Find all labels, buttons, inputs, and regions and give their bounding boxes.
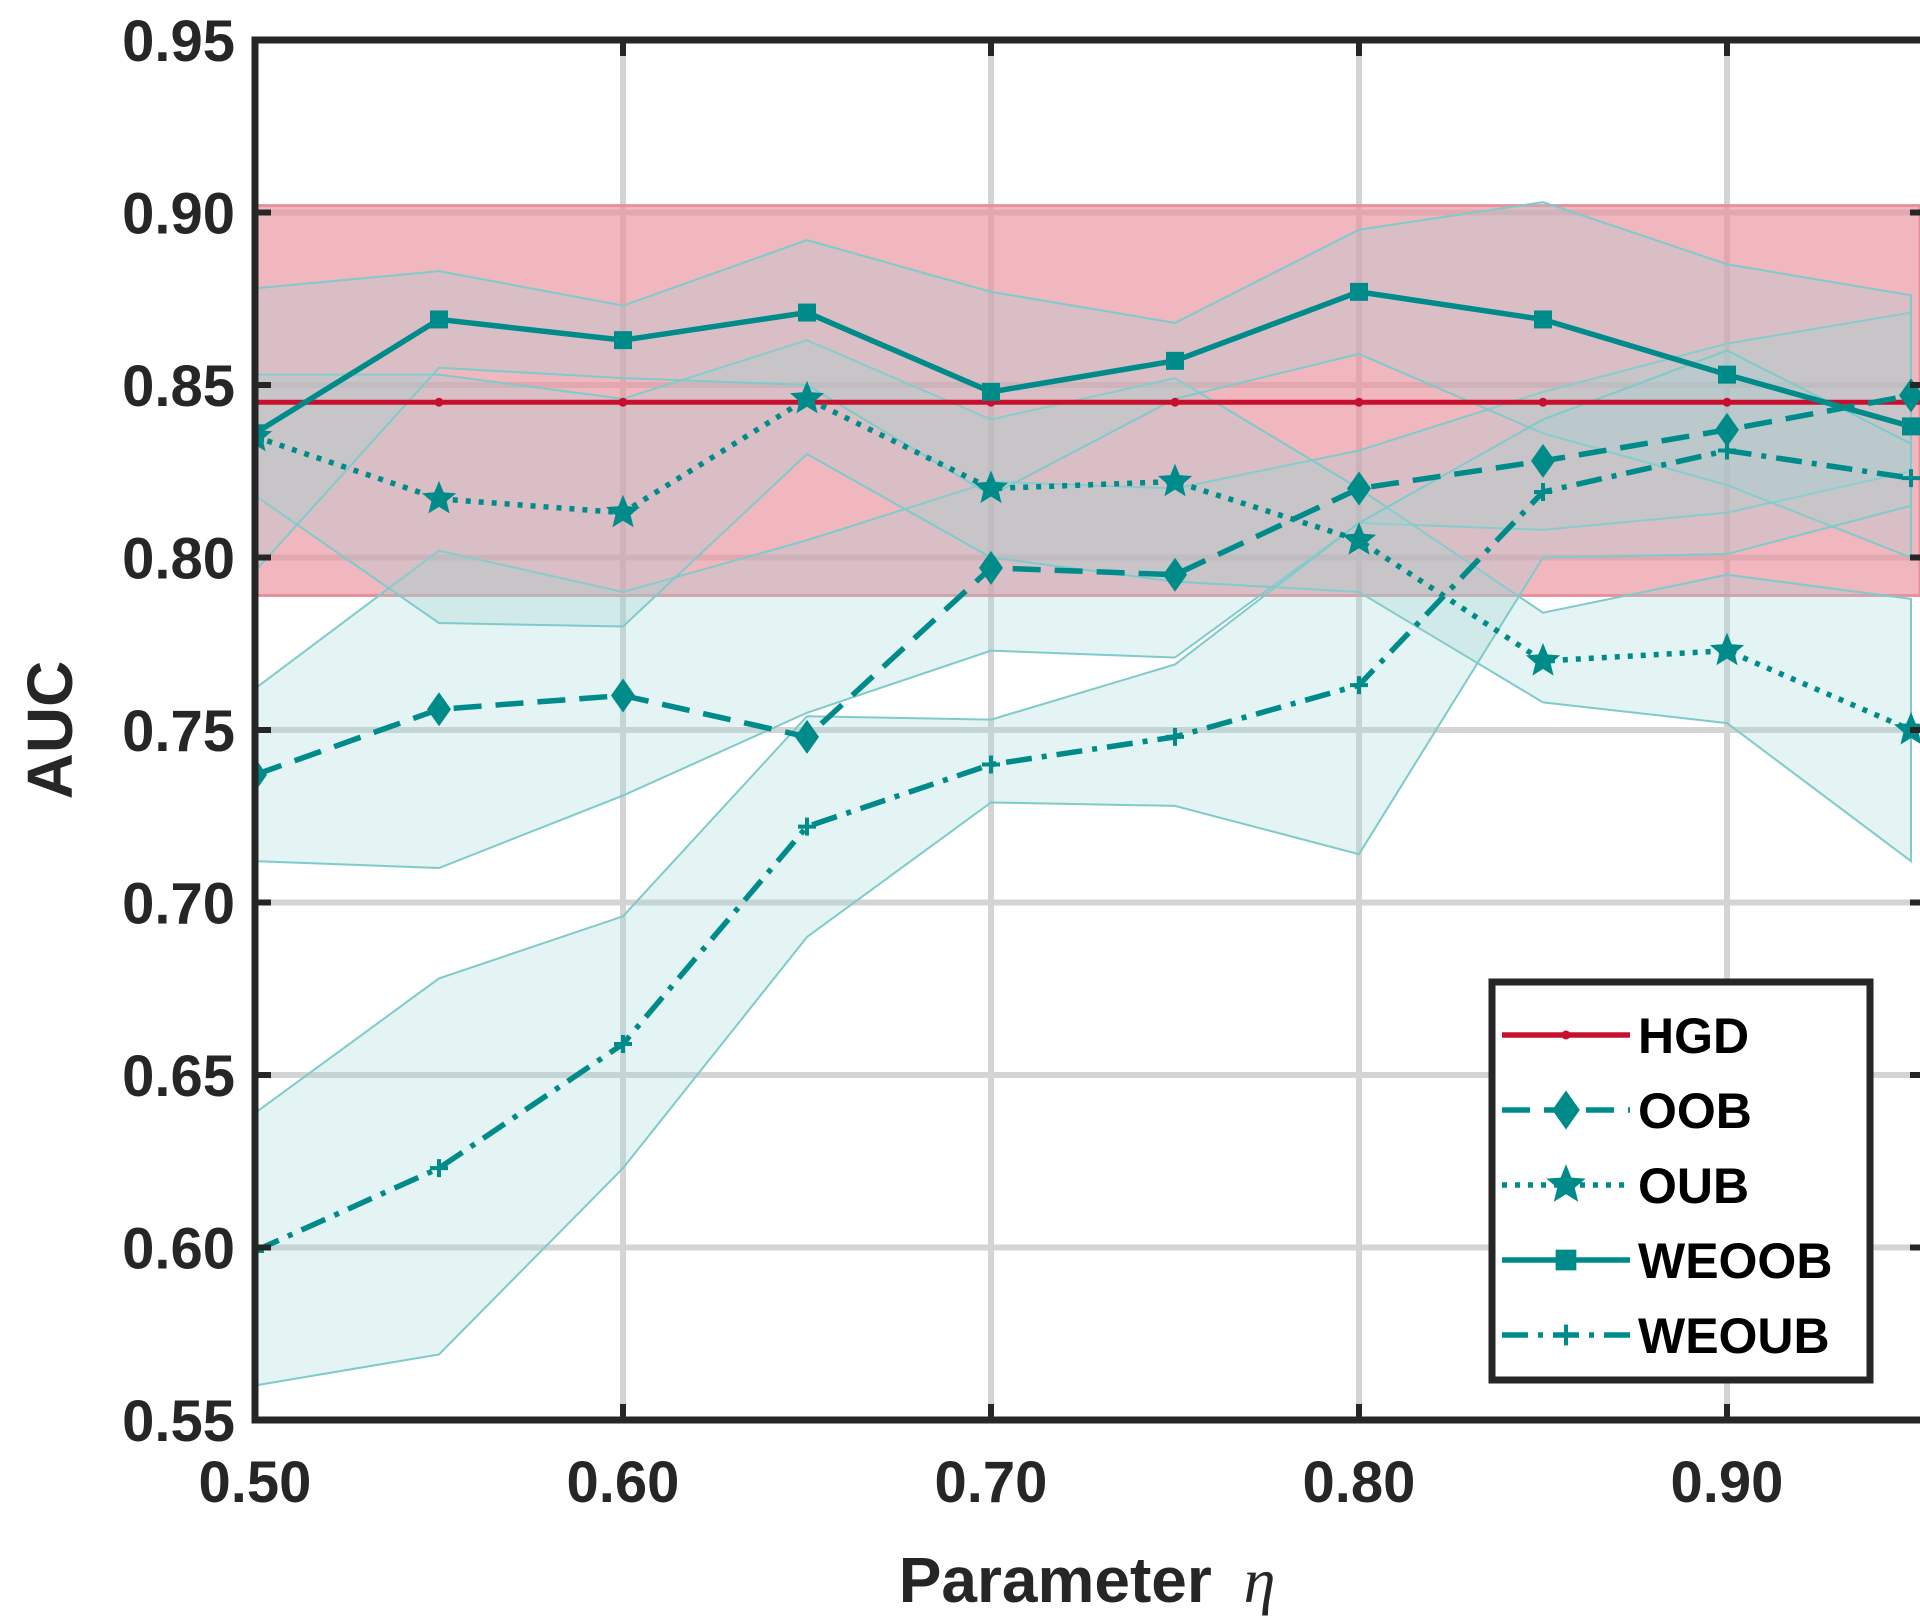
weoub-marker (1350, 676, 1368, 695)
oob-marker (427, 692, 451, 727)
weoob-line (255, 289, 1912, 436)
weoob-marker (798, 303, 816, 322)
x-axis-label: Parameter (899, 1544, 1212, 1616)
oob-marker (611, 678, 635, 713)
legend-marker-weoub (1555, 1324, 1577, 1346)
x-axis-symbol: η (1244, 1545, 1276, 1616)
legend: HGD OOB OUB WEOOB WEOUB (1488, 978, 1874, 1384)
oob-marker (795, 719, 819, 754)
y-tick-label: 0.85 (122, 354, 235, 419)
oub-marker (421, 480, 457, 514)
hgd-marker (1170, 397, 1180, 407)
oub-marker (1709, 632, 1745, 666)
legend-marker-oub (1546, 1164, 1586, 1202)
weoub-marker (1718, 441, 1736, 460)
oub-marker (1525, 643, 1561, 676)
x-tick-label: 0.50 (199, 1450, 312, 1515)
weoob-marker (1350, 282, 1368, 301)
oob-marker (1163, 557, 1187, 592)
weoob-marker (982, 382, 1000, 401)
y-tick-label: 0.95 (122, 9, 235, 74)
oub-marker (789, 380, 825, 414)
x-tick-label: 0.80 (1303, 1450, 1416, 1515)
weoub-marker (1902, 469, 1920, 488)
oub-marker (605, 494, 641, 528)
oub-marker (1893, 712, 1920, 745)
legend-label-hgd: HGD (1638, 1008, 1749, 1064)
weoob-marker (1534, 310, 1552, 329)
x-tick-label: 0.60 (567, 1450, 680, 1515)
hgd-marker (1354, 397, 1364, 407)
weoub-marker (1534, 482, 1552, 501)
x-tick-label: 0.90 (1671, 1450, 1784, 1515)
weoob-marker (1718, 365, 1736, 384)
hgd-marker (434, 397, 444, 407)
weoob-marker (614, 331, 632, 350)
oob-marker (1531, 443, 1555, 478)
y-tick-label: 0.60 (122, 1217, 235, 1282)
legend-label-oob: OOB (1638, 1083, 1752, 1139)
hgd-marker (618, 397, 628, 407)
y-tick-label: 0.80 (122, 527, 235, 592)
legend-label-weoob: WEOOB (1638, 1233, 1832, 1289)
oub-marker (973, 470, 1009, 504)
oub-marker (1341, 522, 1377, 555)
legend-label-weoub: WEOUB (1638, 1308, 1830, 1364)
oub-band (255, 339, 1912, 864)
oob-marker (1715, 412, 1739, 447)
oub-line (255, 396, 1913, 733)
legend-marker-weoob (1555, 1249, 1577, 1271)
hgd-marker (1722, 397, 1732, 407)
y-tick-label: 0.55 (122, 1389, 235, 1454)
legend-marker-oob (1552, 1090, 1580, 1130)
weoob-marker (255, 424, 264, 443)
y-tick-label: 0.75 (122, 699, 235, 764)
legend-marker-hgd (1561, 1030, 1571, 1040)
oub-marker (1157, 463, 1193, 497)
series-markers (255, 282, 1920, 1260)
x-tick-label: 0.70 (935, 1450, 1048, 1515)
weoub-marker (614, 1034, 632, 1053)
weoub-band (255, 349, 1912, 1387)
weoob-marker (1166, 351, 1184, 370)
oob-line (255, 392, 1912, 778)
y-axis-title: AUC (14, 661, 86, 800)
y-tick-label: 0.65 (122, 1044, 235, 1109)
series-lines (255, 289, 1920, 1254)
oob-marker (1347, 471, 1371, 506)
tick-labels: 0.50 0.60 0.70 0.80 0.90 0.55 0.60 0.65 0.70 0.75… (122, 9, 1783, 1515)
weoob-marker (430, 310, 448, 329)
oob-marker (979, 550, 1003, 585)
weoub-marker (798, 817, 816, 836)
axes (251, 36, 1920, 1424)
y-tick-label: 0.90 (122, 182, 235, 247)
weoub-marker (255, 1241, 264, 1260)
y-tick-label: 0.70 (122, 872, 235, 937)
weoub-marker (430, 1159, 448, 1178)
x-axis-title: Parameter η (899, 1544, 1276, 1616)
legend-items: HGD OOB OUB WEOOB WEOUB (1502, 1008, 1832, 1364)
weoub-marker (1166, 727, 1184, 746)
weoob-marker (1902, 417, 1920, 436)
legend-label-oub: OUB (1638, 1158, 1749, 1214)
weoub-line (255, 447, 1912, 1254)
weoub-marker (982, 755, 1000, 774)
hgd-marker (1538, 397, 1548, 407)
